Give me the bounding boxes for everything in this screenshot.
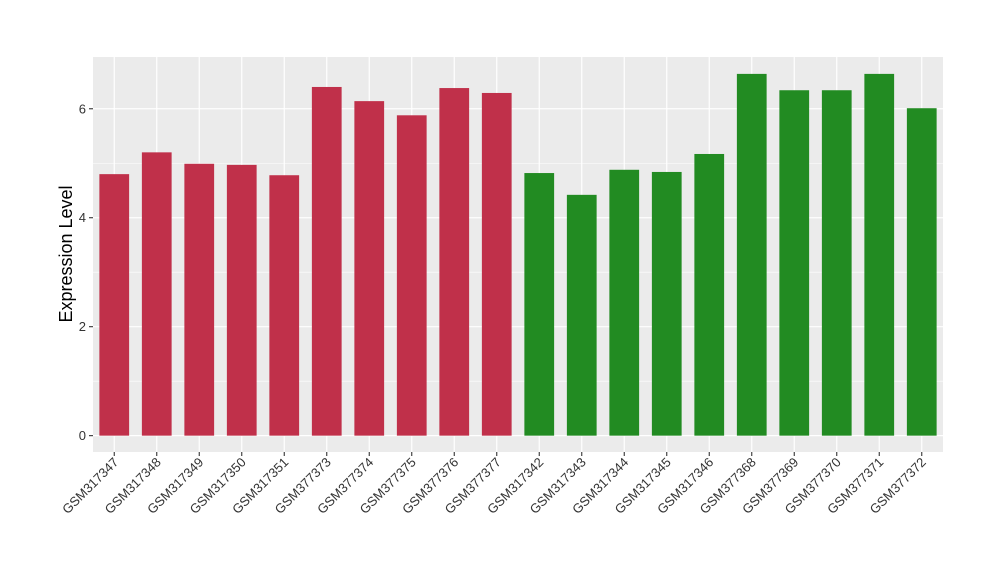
bar-gsm377376 [439,88,470,436]
bar-gsm317347 [99,174,130,436]
bar-gsm317344 [609,169,640,436]
bars [99,73,937,436]
bar-gsm377370 [821,90,852,436]
bar-gsm317342 [524,173,555,436]
bar-gsm317348 [141,152,172,436]
bar-gsm377373 [311,86,342,436]
bar-gsm377369 [779,90,810,436]
bar-gsm317351 [269,175,300,436]
bar-gsm377377 [481,92,512,436]
bar-gsm377374 [354,101,385,436]
y-axis: 0 2 4 6 [79,101,93,443]
y-tick-label: 2 [79,319,86,334]
bar-gsm377371 [864,73,895,436]
plot-panel [93,57,943,452]
y-tick-label: 4 [79,210,86,225]
bar-gsm317349 [184,163,215,436]
bar-gsm377375 [396,115,427,436]
x-axis: GSM317347GSM317348GSM317349GSM317350GSM3… [59,452,929,517]
y-tick-label: 0 [79,428,86,443]
bar-gsm377372 [906,108,937,436]
bar-gsm317343 [566,194,597,436]
bar-gsm377368 [736,73,767,436]
bar-gsm317350 [226,164,257,436]
y-tick-label: 6 [79,101,86,116]
bar-gsm317346 [694,153,725,436]
bar-gsm317345 [651,171,682,436]
y-axis-title: Expression Level [56,185,76,322]
